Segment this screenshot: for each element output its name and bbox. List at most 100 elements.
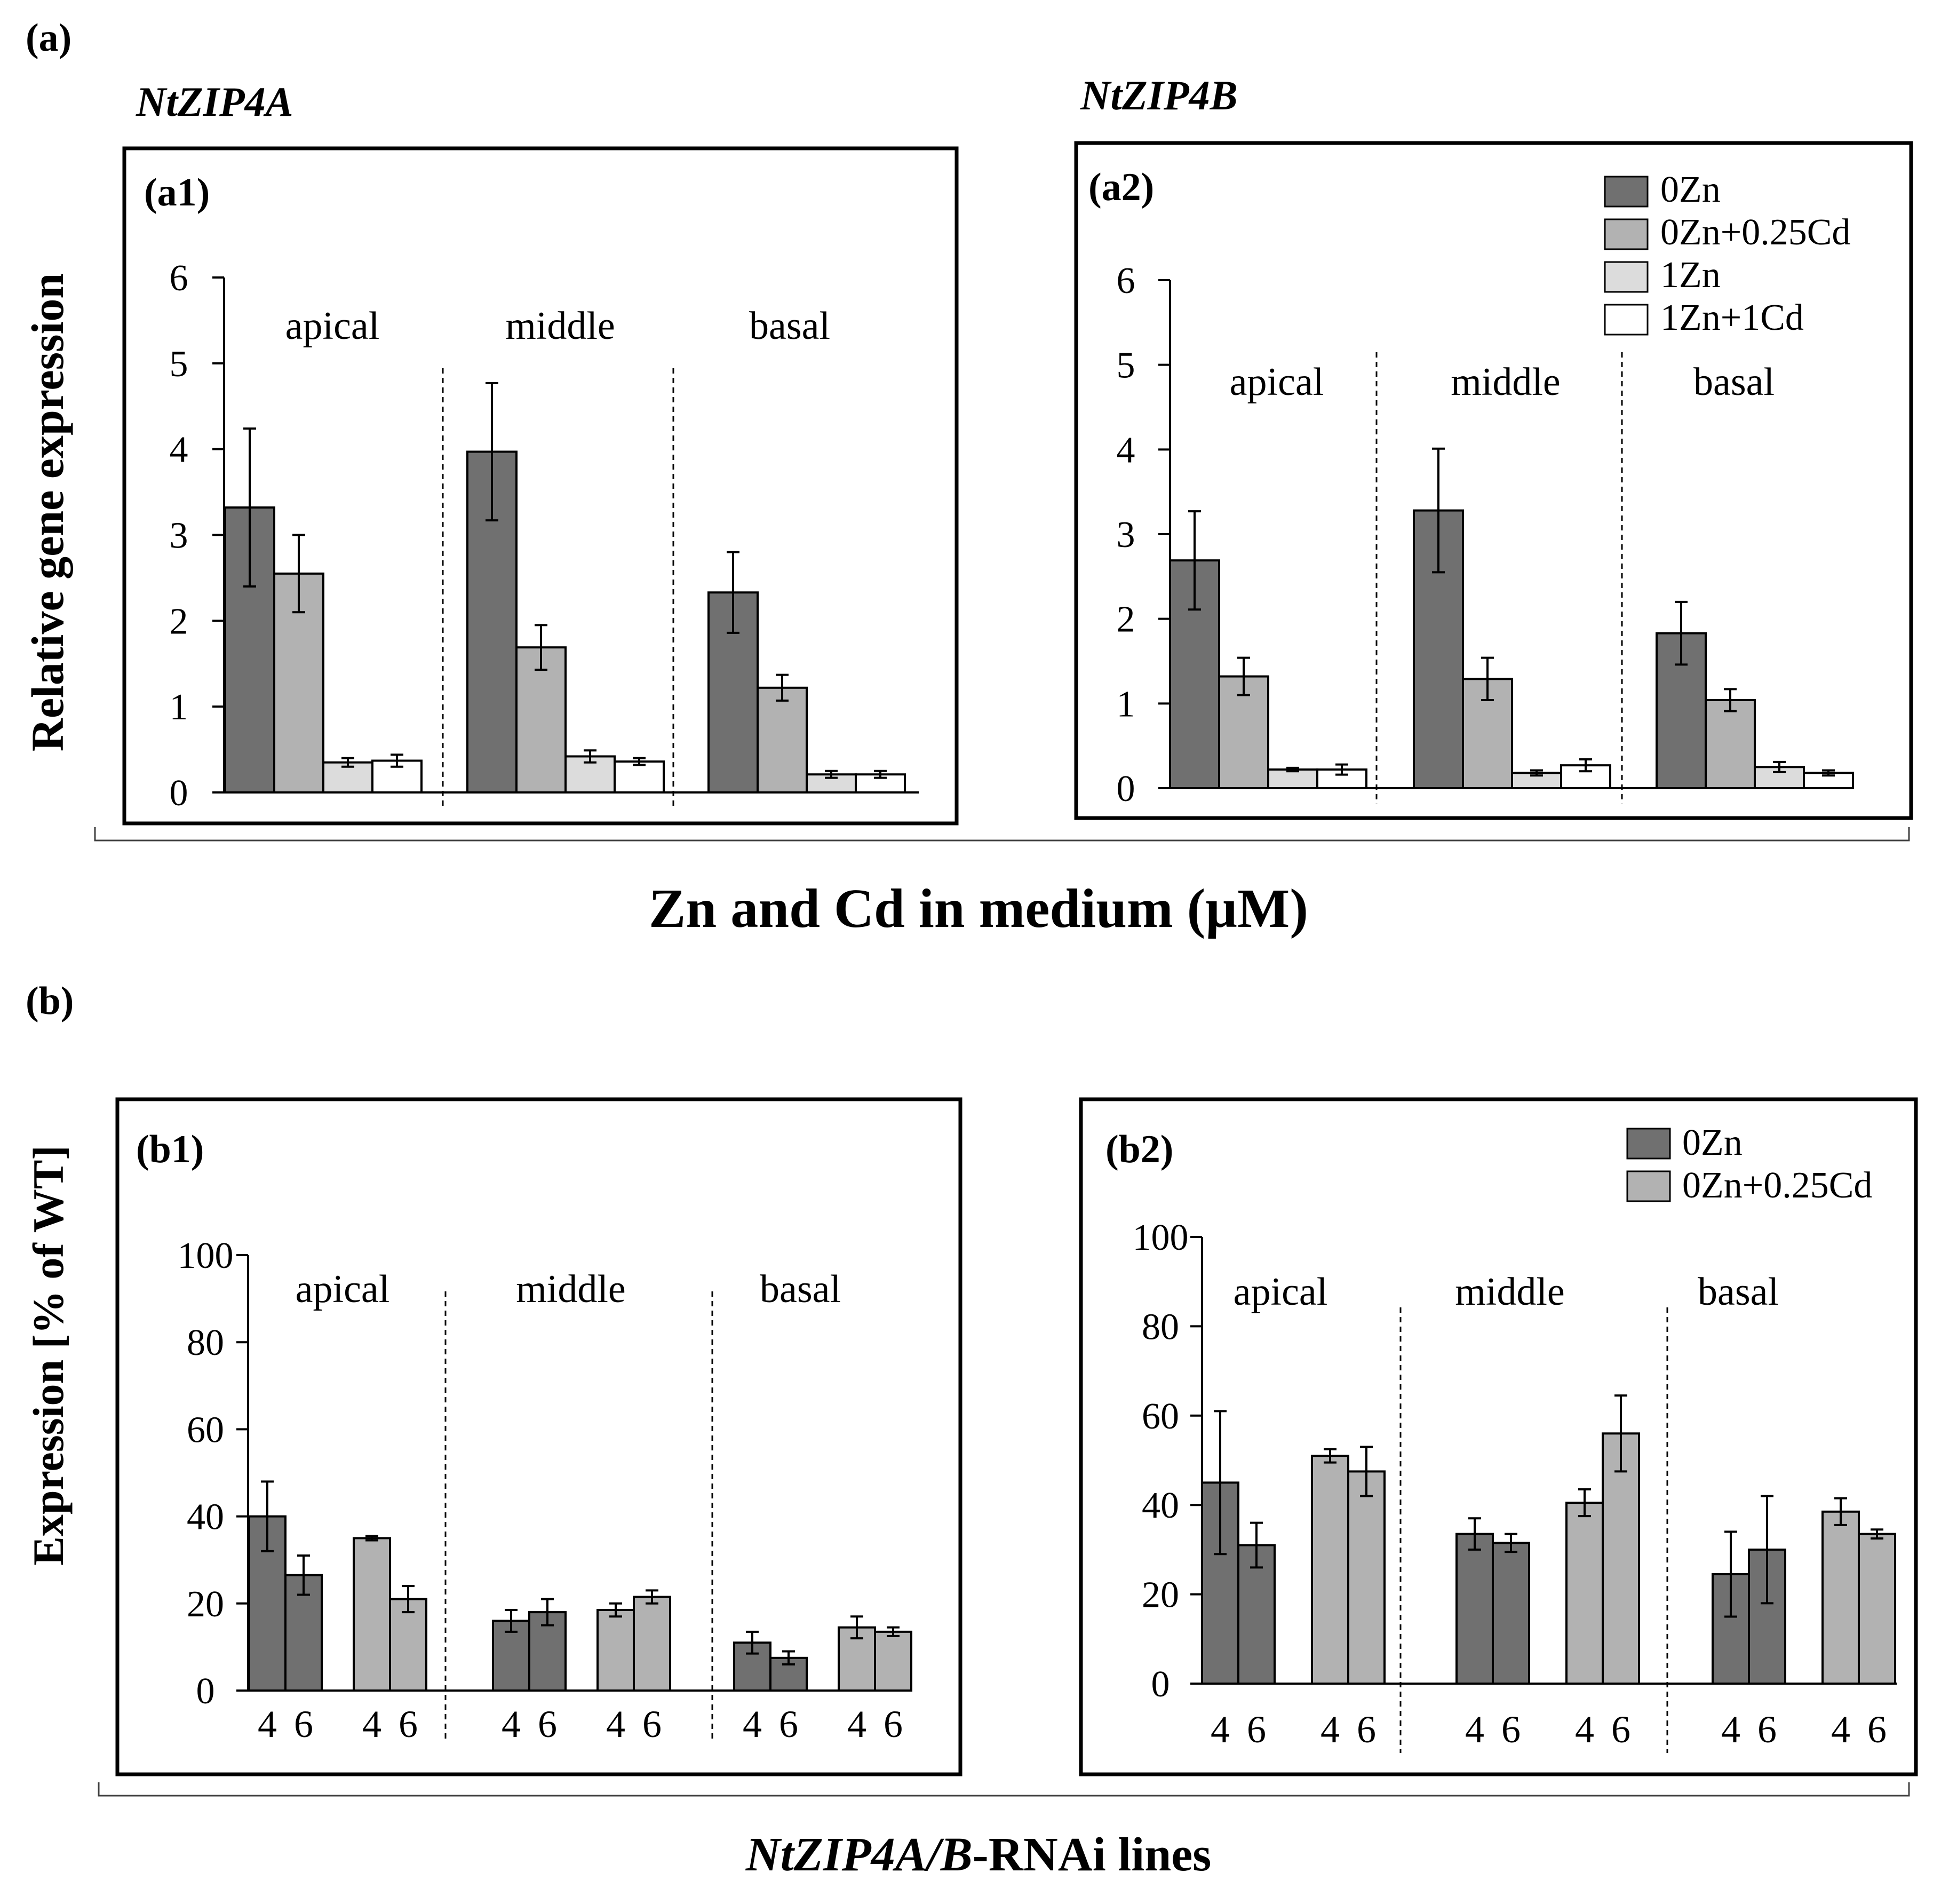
plot-a1: 0 1 2 3 4 5 6 apical middle basal <box>170 258 919 814</box>
x-axis-label-a: Zn and Cd in medium (µM) <box>649 878 1308 939</box>
legend-a2-label-1zn-cd: 1Zn+1Cd <box>1660 297 1804 338</box>
b1-bar-apical-0Zn-line6-line-label: 6 <box>294 1703 313 1746</box>
b2-bar-apical-0Zn-0-25Cd-line4 <box>1311 1455 1349 1685</box>
b2-bar-basal-0Zn-line4 <box>1712 1573 1750 1685</box>
a2-group-label-basal: basal <box>1693 360 1775 404</box>
x-bracket-a <box>94 827 1910 842</box>
a2-bar-basal-0Zn-0-25Cd <box>1705 699 1756 790</box>
b1-bar-apical-0Zn-line4-line-label: 4 <box>258 1703 277 1746</box>
legend-a2-swatch-1zn <box>1604 261 1649 293</box>
b2-bar-middle-0Zn-0-25Cd-line6-line-label: 6 <box>1611 1708 1630 1751</box>
panel-b2-label: (b2) <box>1105 1128 1173 1171</box>
b2-bar-middle-0Zn-line4-line-label: 4 <box>1465 1708 1484 1751</box>
a1-ytick-label-4: 4 <box>170 430 188 471</box>
b1-ytick-label-80: 80 <box>187 1322 224 1363</box>
b2-bar-apical-0Zn-0-25Cd-line6-line-label: 6 <box>1357 1708 1376 1751</box>
b1-bar-apical-0Zn-0-25Cd-line4-line-label: 4 <box>362 1703 381 1746</box>
b1-bar-middle-0Zn-0-25Cd-line6 <box>633 1596 671 1692</box>
gene-title-ntzip4a: NtZIP4A <box>136 78 293 125</box>
a1-group-label-basal: basal <box>749 304 830 348</box>
b1-bar-middle-0Zn-0-25Cd-line6-line-label: 6 <box>642 1703 662 1746</box>
b2-ytick-label-40: 40 <box>1142 1485 1179 1526</box>
a1-group-label-apical: apical <box>285 304 380 348</box>
a2-ytick-label-4: 4 <box>1117 430 1135 471</box>
legend-a2-swatch-1zn-cd <box>1604 304 1649 336</box>
legend-b2-label-0zn: 0Zn <box>1682 1122 1743 1163</box>
a1-ytick-label-2: 2 <box>170 601 188 642</box>
x-axis-label-b-gene: NtZIP4A/B <box>745 1828 973 1881</box>
x-bracket-b <box>98 1782 1910 1797</box>
panel-a1-frame <box>122 146 959 826</box>
b2-bar-basal-0Zn-line4-line-label: 4 <box>1721 1708 1740 1751</box>
y-axis-label-a: Relative gene expression <box>22 273 73 752</box>
legend-a2-swatch-0zn-cd <box>1604 218 1649 250</box>
a1-ytick-label-0: 0 <box>170 773 188 814</box>
b1-group-label-middle: middle <box>516 1267 626 1311</box>
b1-bar-middle-0Zn-0-25Cd-line4-line-label: 4 <box>606 1703 625 1746</box>
b1-ytick-label-20: 20 <box>187 1584 224 1625</box>
a1-group-label-middle: middle <box>505 304 615 348</box>
a2-ytick-label-6: 6 <box>1117 260 1135 302</box>
a1-ytick-label-6: 6 <box>170 258 188 299</box>
b2-bar-basal-0Zn-0-25Cd-line6-line-label: 6 <box>1867 1708 1887 1751</box>
a2-group-label-apical: apical <box>1230 360 1324 404</box>
b2-bar-apical-0Zn-0-25Cd-line6 <box>1347 1470 1386 1685</box>
a1-ytick-label-1: 1 <box>170 687 188 728</box>
a1-bar-basal-0Zn-0-25Cd <box>757 686 808 794</box>
b1-bar-basal-0Zn-0-25Cd-line4-line-label: 4 <box>847 1703 866 1746</box>
b1-group-label-apical: apical <box>296 1267 390 1311</box>
b1-bar-apical-0Zn-0-25Cd-line6-line-label: 6 <box>399 1703 418 1746</box>
x-axis-label-b: NtZIP4A/B-RNAi lines <box>745 1828 1212 1881</box>
legend-a2: 0Zn 0Zn+0.25Cd 1Zn 1Zn+1Cd <box>1604 169 1850 338</box>
b1-ytick-label-40: 40 <box>187 1497 224 1538</box>
b2-bar-apical-0Zn-line4-line-label: 4 <box>1211 1708 1230 1751</box>
plot-a2: 0 1 2 3 4 5 6 apical middle basal <box>1117 260 1854 810</box>
b2-group-label-middle: middle <box>1455 1270 1565 1314</box>
panel-a2-frame <box>1074 141 1913 820</box>
b2-bar-basal-0Zn-0-25Cd-line4-line-label: 4 <box>1831 1708 1850 1751</box>
panel-b2-frame <box>1079 1097 1918 1776</box>
b1-ytick-label-0: 0 <box>196 1671 215 1712</box>
b2-ytick-label-20: 20 <box>1142 1575 1179 1616</box>
a2-group-label-middle: middle <box>1451 360 1561 404</box>
b2-ytick-label-0: 0 <box>1151 1664 1170 1705</box>
b1-bar-basal-0Zn-line6-line-label: 6 <box>779 1703 798 1746</box>
panel-a-label: (a) <box>26 16 71 60</box>
b1-bar-middle-0Zn-line6-line-label: 6 <box>538 1703 557 1746</box>
a1-bar-middle-0Zn-0-25Cd <box>515 646 567 794</box>
x-axis-label-b-suffix: -RNAi lines <box>973 1828 1212 1881</box>
legend-b2-swatch-0zn-cd <box>1626 1170 1671 1202</box>
panel-b1-label: (b1) <box>136 1128 204 1171</box>
legend-a2-label-1zn: 1Zn <box>1660 255 1721 296</box>
b1-ytick-label-60: 60 <box>187 1409 224 1450</box>
legend-b2: 0Zn 0Zn+0.25Cd <box>1626 1122 1872 1206</box>
panel-b-label: (b) <box>26 979 74 1023</box>
legend-a2-label-0zn: 0Zn <box>1660 169 1721 210</box>
b2-bar-middle-0Zn-line6 <box>1492 1542 1530 1685</box>
a1-bar-middle-1Zn-1Cd <box>614 760 665 794</box>
a2-ytick-label-2: 2 <box>1117 599 1135 640</box>
legend-a2-label-0zn-cd: 0Zn+0.25Cd <box>1660 212 1850 253</box>
b1-bar-basal-0Zn-0-25Cd-line6 <box>874 1630 912 1692</box>
b1-bar-basal-0Zn-0-25Cd-line6-line-label: 6 <box>884 1703 903 1746</box>
a2-bar-apical-1Zn <box>1267 768 1318 790</box>
gene-title-ntzip4b: NtZIP4B <box>1080 72 1238 118</box>
a2-ytick-label-1: 1 <box>1117 684 1135 725</box>
b1-bar-middle-0Zn-line4-line-label: 4 <box>502 1703 521 1746</box>
b2-ytick-label-100: 100 <box>1133 1217 1189 1258</box>
b2-bar-apical-0Zn-line6-line-label: 6 <box>1247 1708 1266 1751</box>
b2-bar-middle-0Zn-0-25Cd-line4 <box>1565 1502 1604 1685</box>
a2-ytick-label-3: 3 <box>1117 514 1135 556</box>
b1-ytick-label-100: 100 <box>178 1235 234 1276</box>
a2-ytick-label-5: 5 <box>1117 345 1135 386</box>
y-axis-label-b: Expression [% of WT] <box>24 1145 73 1565</box>
b1-group-label-basal: basal <box>760 1267 841 1311</box>
legend-a2-swatch-0zn <box>1604 176 1649 208</box>
panel-a2-label: (a2) <box>1088 165 1154 209</box>
panel-a1-label: (a1) <box>144 171 210 215</box>
b1-bar-apical-0Zn-0-25Cd-line4 <box>353 1537 391 1692</box>
b2-group-label-apical: apical <box>1234 1270 1328 1314</box>
